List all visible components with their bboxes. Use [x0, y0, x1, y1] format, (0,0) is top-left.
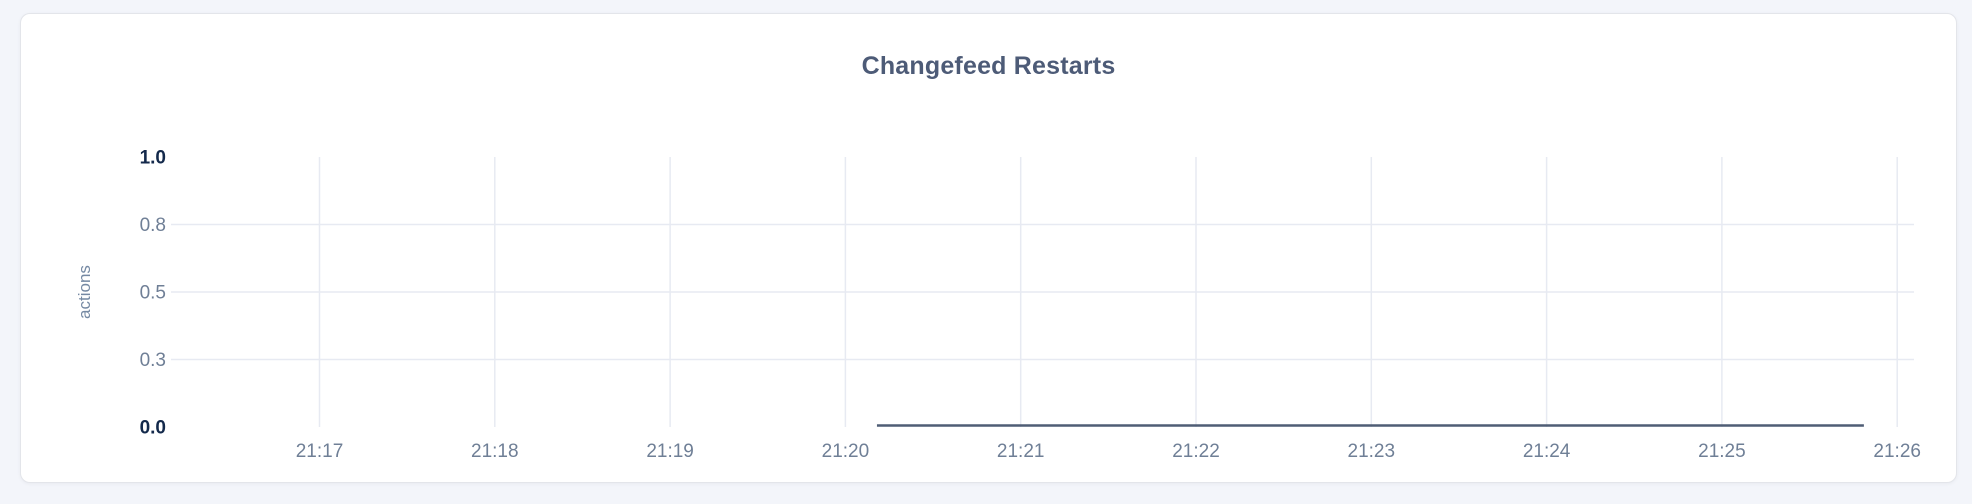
x-axis-tick-labels: 21:17 21:18 21:19 21:20 21:21 21:22 21:23 21:24… — [296, 441, 1921, 462]
x-tick-label: 21:25 — [1698, 441, 1746, 462]
chart-card: Changefeed Restarts actions 1.0 0.8 0.5 0.3… — [20, 13, 1957, 483]
y-tick-label: 0.3 — [140, 350, 166, 371]
y-axis-tick-labels: 1.0 0.8 0.5 0.3 0.0 — [140, 148, 166, 439]
y-tick-label: 1.0 — [140, 148, 166, 169]
x-tick-label: 21:21 — [997, 441, 1045, 462]
grid-layer — [171, 157, 1914, 427]
x-tick-label: 21:18 — [471, 441, 519, 462]
x-tick-label: 21:26 — [1873, 441, 1921, 462]
x-tick-label: 21:23 — [1348, 441, 1396, 462]
x-tick-label: 21:24 — [1523, 441, 1571, 462]
x-tick-label: 21:20 — [822, 441, 870, 462]
changefeed-restarts-line-chart[interactable]: 1.0 0.8 0.5 0.3 0.0 21:17 21:18 21:19 21:20 21:21… — [21, 14, 1972, 504]
x-tick-label: 21:17 — [296, 441, 344, 462]
y-tick-label: 0.0 — [140, 418, 166, 439]
x-tick-label: 21:22 — [1172, 441, 1220, 462]
x-tick-label: 21:19 — [646, 441, 694, 462]
y-tick-label: 0.5 — [140, 283, 166, 304]
y-tick-label: 0.8 — [140, 215, 166, 236]
chart-title: Changefeed Restarts — [861, 52, 1116, 80]
